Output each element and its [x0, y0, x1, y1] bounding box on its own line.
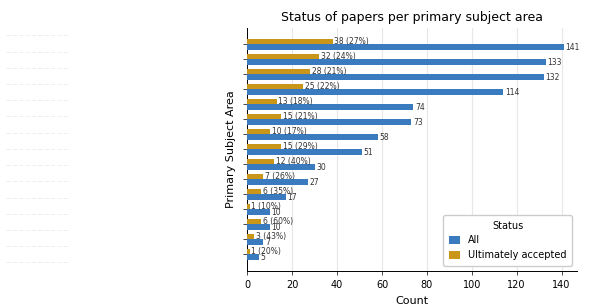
- Bar: [247, 84, 303, 89]
- Text: 114: 114: [505, 88, 519, 97]
- Text: 30: 30: [316, 163, 326, 172]
- Y-axis label: Primary Subject Area: Primary Subject Area: [226, 91, 236, 208]
- Text: — — — — — — — — — —: — — — — — — — — — —: [6, 50, 68, 55]
- Bar: [247, 249, 250, 254]
- Text: 141: 141: [565, 43, 580, 52]
- Text: 1 (10%): 1 (10%): [252, 202, 282, 211]
- Text: — — — — — — — — — —: — — — — — — — — — —: [6, 261, 68, 265]
- Title: Status of papers per primary subject area: Status of papers per primary subject are…: [282, 11, 543, 24]
- Text: 28 (21%): 28 (21%): [312, 67, 346, 76]
- Bar: [247, 254, 259, 260]
- Bar: [247, 159, 274, 164]
- Bar: [247, 59, 546, 65]
- Bar: [247, 75, 544, 80]
- Text: 73: 73: [413, 118, 423, 127]
- Text: 17: 17: [287, 193, 297, 202]
- Bar: [247, 164, 315, 170]
- Text: 10 (17%): 10 (17%): [272, 127, 306, 136]
- Text: 3 (43%): 3 (43%): [256, 232, 286, 241]
- Text: 10: 10: [272, 208, 281, 217]
- Text: 7 (26%): 7 (26%): [265, 172, 295, 181]
- Text: 27: 27: [310, 178, 319, 187]
- Text: 74: 74: [415, 103, 425, 112]
- Text: 133: 133: [548, 58, 562, 67]
- Text: 15 (29%): 15 (29%): [283, 142, 317, 151]
- Text: — — — — — — — — — —: — — — — — — — — — —: [6, 179, 68, 184]
- Bar: [247, 104, 413, 110]
- Text: 6 (60%): 6 (60%): [263, 217, 293, 226]
- Text: 38 (27%): 38 (27%): [335, 37, 369, 46]
- Text: — — — — — — — — — —: — — — — — — — — — —: [6, 196, 68, 201]
- Text: — — — — — — — — — —: — — — — — — — — — —: [6, 33, 68, 38]
- Text: 7: 7: [265, 238, 270, 247]
- Text: — — — — — — — — — —: — — — — — — — — — —: [6, 82, 68, 87]
- Bar: [247, 120, 411, 125]
- X-axis label: Count: Count: [396, 296, 429, 306]
- Bar: [247, 149, 362, 155]
- Bar: [247, 69, 310, 75]
- Bar: [247, 224, 270, 230]
- Text: — — — — — — — — — —: — — — — — — — — — —: [6, 163, 68, 168]
- Bar: [247, 219, 261, 224]
- Bar: [247, 89, 503, 95]
- Bar: [247, 44, 564, 50]
- Text: — — — — — — — — — —: — — — — — — — — — —: [6, 66, 68, 71]
- Text: 5: 5: [260, 253, 265, 261]
- Bar: [247, 179, 308, 185]
- Bar: [247, 99, 277, 104]
- Bar: [247, 39, 333, 44]
- Bar: [247, 129, 270, 134]
- Text: 13 (18%): 13 (18%): [279, 97, 313, 106]
- Legend: All, Ultimately accepted: All, Ultimately accepted: [443, 215, 573, 266]
- Text: — — — — — — — — — —: — — — — — — — — — —: [6, 244, 68, 249]
- Text: 12 (40%): 12 (40%): [276, 157, 311, 166]
- Bar: [247, 144, 281, 149]
- Bar: [247, 114, 281, 120]
- Bar: [247, 204, 250, 209]
- Bar: [247, 174, 263, 179]
- Text: 15 (21%): 15 (21%): [283, 112, 317, 121]
- Text: 132: 132: [545, 73, 560, 82]
- Text: — — — — — — — — — —: — — — — — — — — — —: [6, 212, 68, 217]
- Text: 1 (20%): 1 (20%): [252, 247, 282, 256]
- Text: — — — — — — — — — —: — — — — — — — — — —: [6, 228, 68, 233]
- Text: — — — — — — — — — —: — — — — — — — — — —: [6, 131, 68, 136]
- Text: — — — — — — — — — —: — — — — — — — — — —: [6, 98, 68, 103]
- Text: 51: 51: [363, 148, 373, 157]
- Bar: [247, 194, 286, 200]
- Text: 10: 10: [272, 223, 281, 232]
- Text: — — — — — — — — — —: — — — — — — — — — —: [6, 147, 68, 152]
- Bar: [247, 188, 261, 194]
- Text: — — — — — — — — — —: — — — — — — — — — —: [6, 115, 68, 120]
- Bar: [247, 233, 254, 239]
- Bar: [247, 239, 263, 245]
- Bar: [247, 134, 378, 140]
- Text: 32 (24%): 32 (24%): [321, 52, 356, 61]
- Text: 25 (22%): 25 (22%): [305, 82, 340, 91]
- Text: 6 (35%): 6 (35%): [263, 187, 293, 196]
- Text: 58: 58: [379, 133, 389, 142]
- Bar: [247, 54, 319, 59]
- Bar: [247, 209, 270, 215]
